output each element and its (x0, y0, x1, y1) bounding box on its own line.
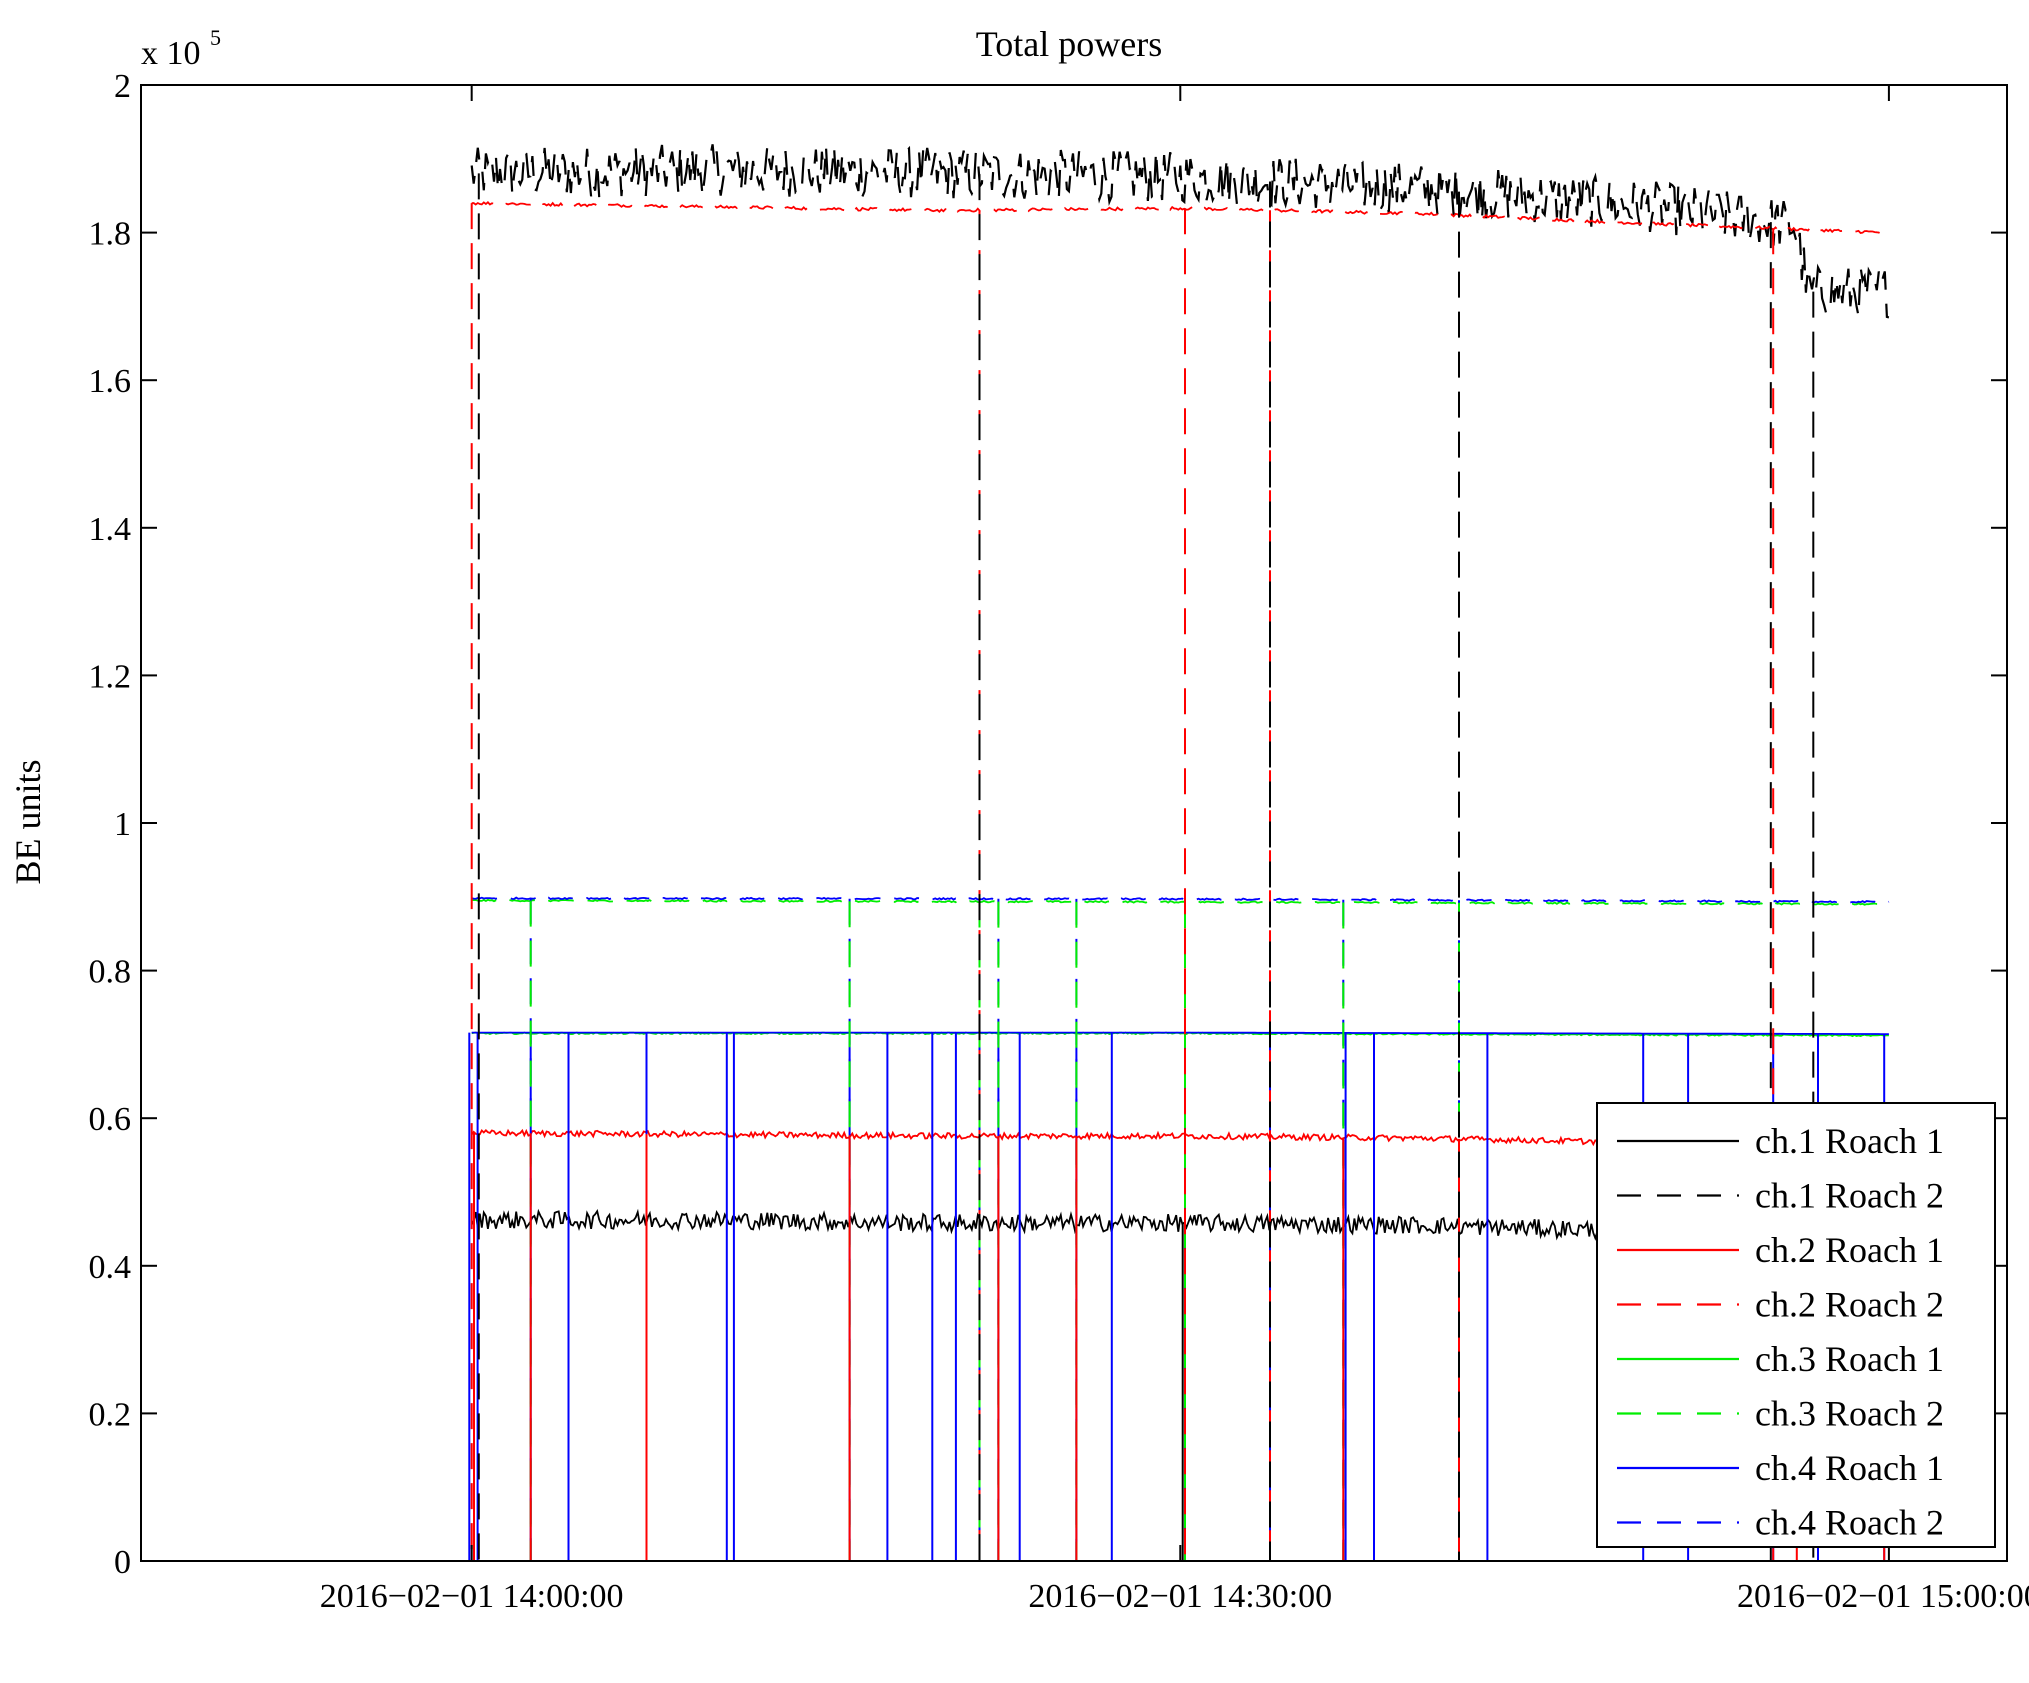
legend-label-ch-2-roach-1: ch.2 Roach 1 (1755, 1230, 1944, 1270)
y-tick-label: 1 (114, 806, 131, 843)
x-tick-label: 2016−02−01 14:30:00 (1028, 1578, 1332, 1615)
legend-label-ch-4-roach-1: ch.4 Roach 1 (1755, 1448, 1944, 1488)
series-line-ch-2-roach-2 (471, 201, 1890, 234)
series-line-ch-3-roach-2 (471, 898, 1890, 906)
y-tick-label: 1.8 (89, 216, 132, 253)
plot-area (468, 144, 1890, 1561)
y-tick-label: 2 (114, 68, 131, 105)
y-multiplier-label: x 10 (141, 35, 201, 72)
y-tick-label: 0.4 (89, 1249, 132, 1286)
y-tick-label: 0.2 (89, 1396, 132, 1433)
legend-label-ch-1-roach-1: ch.1 Roach 1 (1755, 1121, 1944, 1161)
series-layer (468, 144, 1890, 1561)
series-line-ch-4-roach-2 (471, 896, 1890, 904)
legend-label-ch-2-roach-2: ch.2 Roach 2 (1755, 1285, 1944, 1325)
legend-label-ch-3-roach-2: ch.3 Roach 2 (1755, 1394, 1944, 1434)
series-line-ch-4-roach-1 (471, 1031, 1889, 1035)
legend: ch.1 Roach 1 ch.1 Roach 2 ch.2 Roach 1 ch.2… (1596, 1102, 1996, 1548)
y-tick-label: 0.6 (89, 1101, 132, 1138)
y-tick-label: 1.6 (89, 363, 132, 400)
y-axis-label: BE units (8, 759, 48, 884)
y-tick-label: 1.2 (89, 658, 132, 695)
y-multiplier-exponent: 5 (210, 25, 221, 50)
legend-label-ch-3-roach-1: ch.3 Roach 1 (1755, 1339, 1944, 1379)
legend-box (1596, 1102, 1996, 1548)
legend-label-ch-1-roach-2: ch.1 Roach 2 (1755, 1176, 1944, 1216)
y-tick-label: 1.4 (89, 511, 132, 548)
y-tick-label: 0 (114, 1544, 131, 1581)
series-line-ch-1-roach-2 (470, 144, 1890, 319)
series-line-ch-3-roach-1 (471, 1031, 1889, 1038)
x-tick-label: 2016−02−01 14:00:00 (320, 1578, 624, 1615)
y-tick-label: 0.8 (89, 954, 132, 991)
chart-title: Total powers (976, 24, 1162, 64)
axes-layer: 0 0.2 0.4 0.6 0.8 1 1.2 1.4 1.6 1.8 2 2016−02−01 14… (89, 68, 2029, 1615)
x-tick-label: 2016−02−01 15:00:00 (1737, 1578, 2029, 1615)
legend-label-ch-4-roach-2: ch.4 Roach 2 (1755, 1503, 1944, 1543)
